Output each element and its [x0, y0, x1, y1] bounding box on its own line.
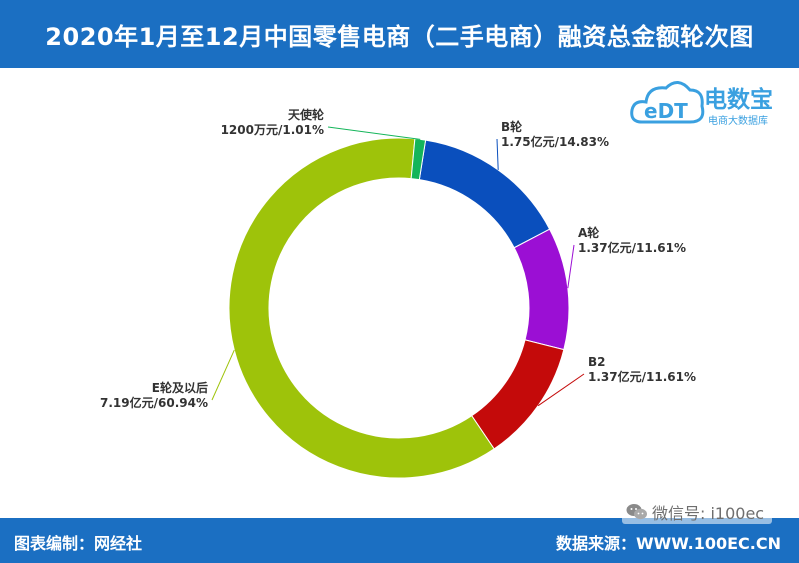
donut-labels: B轮1.75亿元/14.83%A轮1.37亿元/11.61%B21.37亿元/1…: [100, 107, 696, 410]
donut-slice-3: [471, 339, 565, 450]
donut-slice-1: [418, 139, 551, 249]
chart-title: 2020年1月至12月中国零售电商（二手电商）融资总金额轮次图: [45, 22, 754, 51]
slice-name-label-1: B轮: [501, 119, 523, 134]
donut-slice-4: [228, 137, 495, 479]
leader-line-1: [496, 138, 499, 170]
slice-value-label-1: 1.75亿元/14.83%: [501, 134, 609, 149]
cloud-logo-icon: eDT: [630, 81, 705, 124]
logo-mark-text: eDT: [644, 99, 688, 123]
leader-line-2: [567, 244, 575, 289]
watermark-text: 微信号: i100ec: [652, 504, 765, 523]
logo-name: 电数宝: [704, 87, 773, 113]
brand-logo: eDT 电数宝 电商大数据库: [628, 72, 793, 136]
slice-value-label-4: 7.19亿元/60.94%: [100, 395, 208, 410]
leader-line-3: [537, 373, 585, 407]
header-bar: 2020年1月至12月中国零售电商（二手电商）融资总金额轮次图: [0, 0, 799, 68]
wechat-watermark: 微信号: i100ec: [622, 500, 773, 524]
chart-credit: 图表编制：网经社: [14, 534, 143, 553]
donut-slices: [228, 137, 570, 479]
slice-value-label-5: 1200万元/1.01%: [221, 123, 324, 137]
wechat-icon: [626, 504, 647, 520]
slice-name-label-4: E轮及以后: [152, 380, 208, 395]
leader-line-4: [211, 349, 235, 401]
slice-name-label-5: 天使轮: [288, 107, 325, 122]
leader-line-5: [327, 126, 421, 140]
logo-subtitle: 电商大数据库: [708, 116, 768, 127]
slice-name-label-3: B2: [588, 355, 606, 369]
donut-slice-2: [513, 228, 570, 351]
slice-name-label-2: A轮: [578, 225, 600, 240]
data-source: 数据来源：WWW.100EC.CN: [555, 534, 781, 553]
footer-bar: 图表编制：网经社 数据来源：WWW.100EC.CN: [0, 518, 799, 563]
slice-value-label-2: 1.37亿元/11.61%: [578, 240, 686, 255]
slice-value-label-3: 1.37亿元/11.61%: [588, 369, 696, 384]
